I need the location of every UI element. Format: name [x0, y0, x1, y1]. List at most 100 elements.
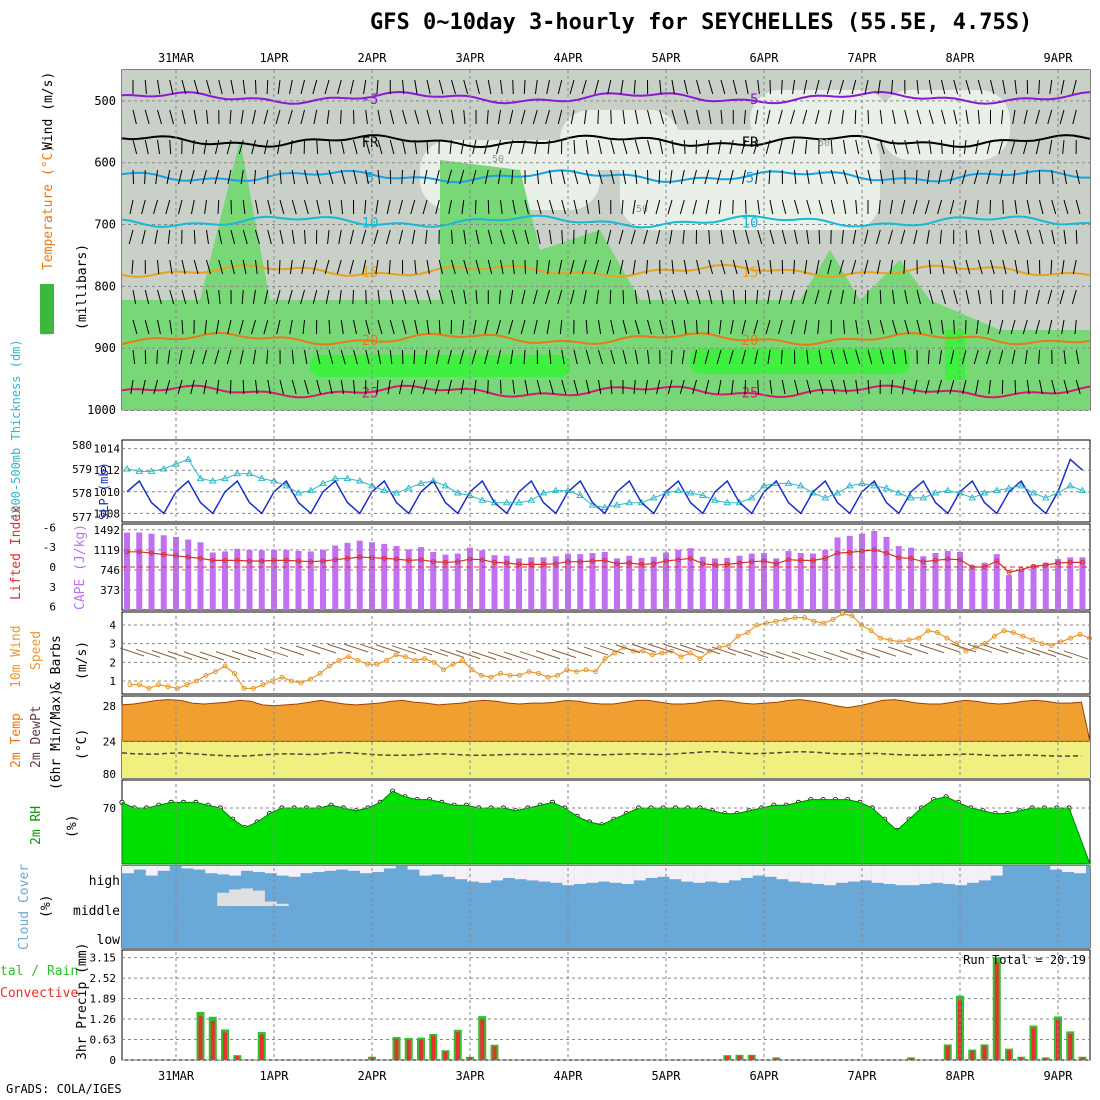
wind-barb [986, 349, 991, 365]
wind-barb [1039, 229, 1044, 245]
wind-barb [990, 79, 995, 95]
wind-speed-marker [678, 654, 684, 660]
wind-barb [1035, 289, 1040, 305]
wind-barb [129, 199, 134, 215]
wind-barb [267, 199, 272, 215]
wind-barb [276, 139, 281, 155]
cloud-high-gap [836, 866, 848, 883]
wind-barb [304, 169, 309, 185]
wind-barb [594, 79, 599, 95]
wind-barb [463, 229, 467, 245]
cloud-high-gap [205, 866, 218, 874]
precip-conv-bar [749, 1055, 754, 1060]
wind-barb [511, 169, 514, 185]
wind-barb [790, 319, 795, 335]
wind-barb [169, 319, 173, 335]
wind-barb [144, 109, 150, 125]
wind-barb [154, 229, 158, 245]
bottom-date-label: 7APR [848, 1069, 878, 1083]
wind-barb [214, 349, 220, 365]
wind-barb [892, 349, 896, 365]
wind-barb-10m [487, 651, 513, 661]
wind-barb [916, 79, 919, 95]
wind-barb-10m [935, 643, 961, 653]
cloud-high-gap [681, 866, 694, 882]
wind-barb [892, 109, 896, 125]
wind-barb [670, 349, 673, 365]
wind-barb [178, 349, 183, 365]
wind-barb [204, 319, 207, 335]
wind-barb [622, 319, 628, 335]
wind-barb [806, 229, 810, 245]
wind-barb-10m [375, 644, 401, 654]
isotherm-label: 10 [742, 215, 759, 231]
wind-barb [632, 259, 636, 275]
thickness-marker [123, 464, 131, 472]
wind-barb [1010, 319, 1016, 335]
wind-barb [402, 139, 406, 155]
precip-conv-bar [1031, 1028, 1036, 1060]
cape-bar [344, 542, 351, 610]
cloud-high-gap [217, 866, 230, 875]
wind-barb [928, 139, 932, 155]
wind-barb-10m [583, 646, 609, 656]
wind-barb [1075, 379, 1081, 395]
wind-barb [304, 379, 309, 395]
wind-barb [386, 199, 391, 215]
wind-barb [704, 349, 710, 365]
wind-speed-marker [384, 657, 389, 663]
wind-barb [520, 109, 526, 125]
cape-bar [650, 556, 657, 610]
wind-barb [802, 289, 808, 305]
wind-barb [549, 349, 552, 365]
wind-barb [1026, 229, 1032, 245]
wind-barb [901, 379, 906, 395]
wind-barb [926, 169, 930, 185]
wind-barb [157, 319, 161, 335]
thickness-marker [943, 486, 952, 494]
cape-tick-label: 746 [100, 564, 120, 577]
wind-barb [977, 259, 983, 275]
cloud-high-gap [407, 866, 420, 870]
precip-conv-bar [259, 1034, 264, 1060]
wind-barb [438, 259, 443, 275]
wind-barb [340, 319, 344, 335]
wind-barb [606, 229, 612, 245]
wind-barb [1063, 229, 1067, 245]
cloud-high-gap [883, 866, 896, 884]
wind-barb [830, 379, 836, 395]
rh-region-pale [620, 130, 880, 230]
wind-barb [794, 229, 798, 245]
panel-frame [121, 439, 1091, 523]
wind-barb [214, 169, 220, 185]
wind-barb [324, 259, 330, 275]
wind-barb [573, 199, 578, 215]
wind-barb [990, 289, 993, 305]
wind-barb [705, 199, 710, 215]
wind-barb [597, 109, 599, 125]
wind-barb-10m [631, 643, 657, 653]
wind-barb [1002, 259, 1007, 275]
isotherm-line [121, 90, 1091, 105]
wind-barb [745, 259, 750, 275]
wind-barb [461, 319, 465, 335]
wind-speed-marker [270, 678, 275, 684]
wind-barb [463, 259, 469, 275]
wind-barb-10m [567, 647, 593, 657]
wind-barb [1024, 289, 1028, 305]
wind-barb [622, 139, 628, 155]
cape-bar [626, 555, 633, 610]
wind-barb [867, 169, 872, 185]
wind-barb [500, 379, 502, 395]
wind-barb [387, 379, 391, 395]
wind-barb [510, 349, 514, 365]
wind-tick-label: 3 [109, 638, 116, 651]
wind-barb [328, 349, 334, 365]
grads-credit: GrADS: COLA/IGES [6, 1082, 122, 1096]
cloud-high-gap [360, 866, 372, 874]
wind-barb [229, 379, 232, 395]
cloud-high-gap [312, 866, 325, 872]
wind-barb [290, 139, 293, 155]
cape-bar [234, 548, 241, 610]
isotherm-line [121, 134, 1091, 149]
